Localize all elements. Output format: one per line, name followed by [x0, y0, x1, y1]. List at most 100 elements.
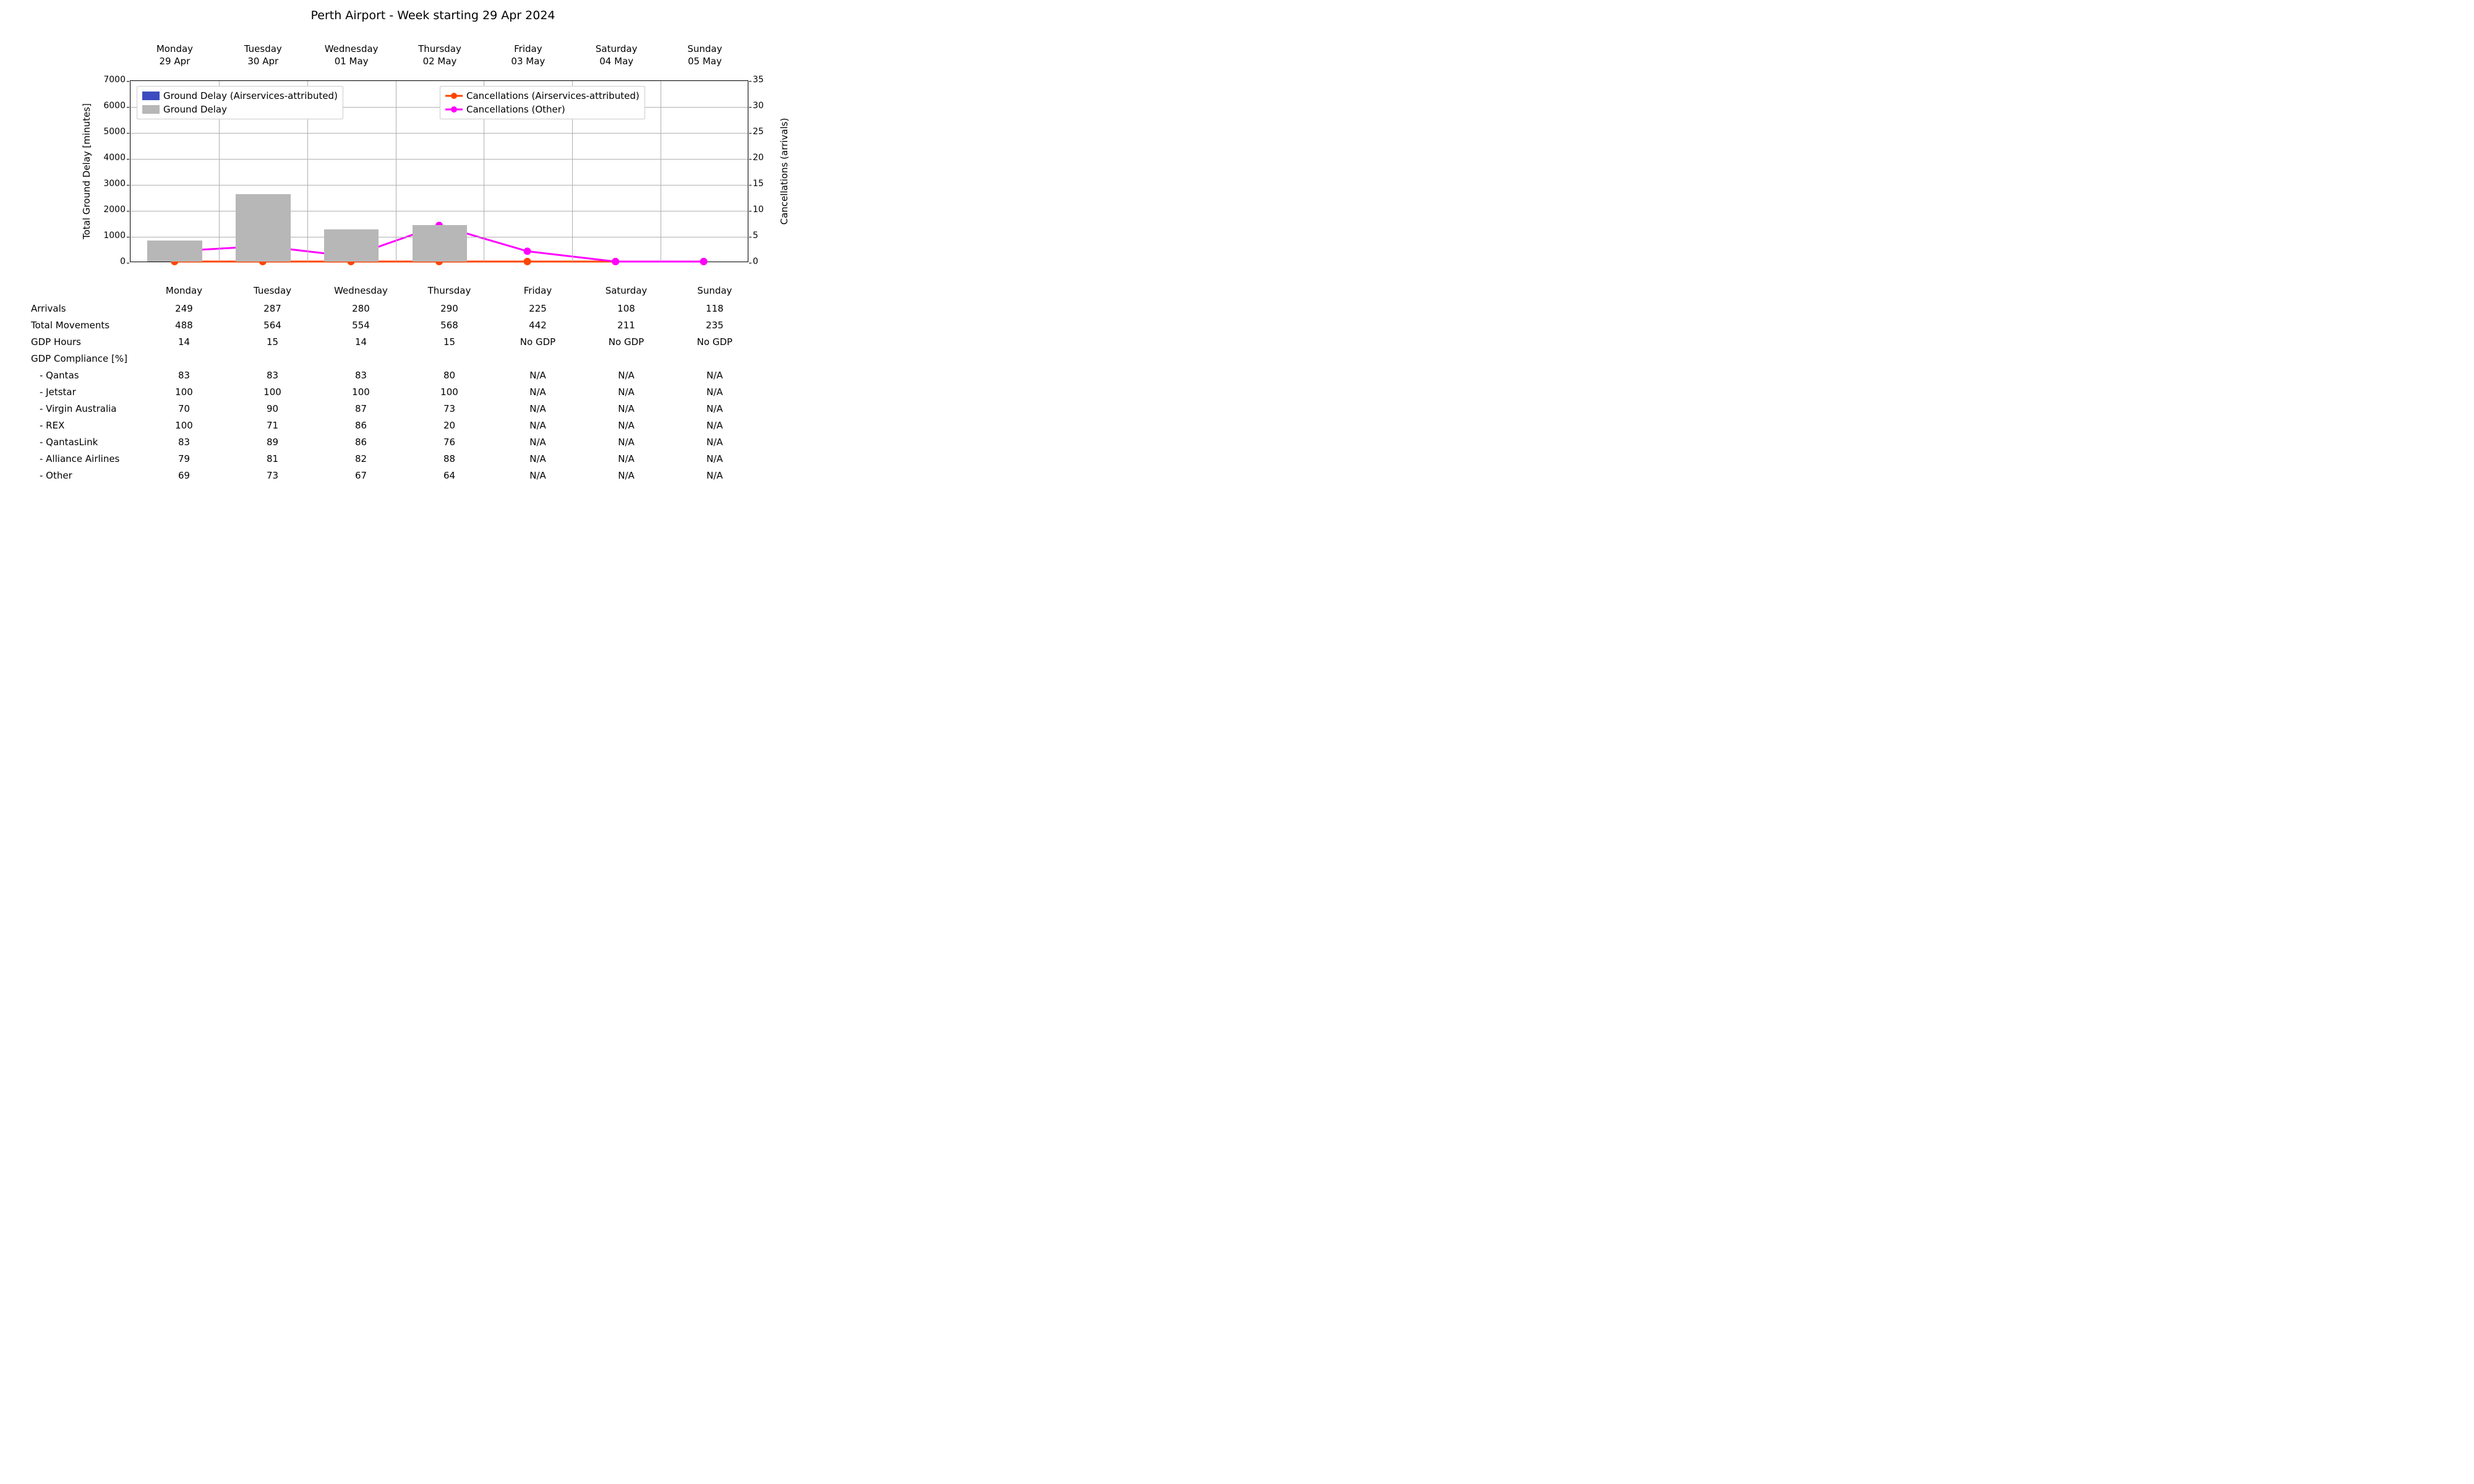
table-cell: N/A — [670, 437, 759, 448]
table-cell: 73 — [228, 470, 317, 481]
table-cell: 568 — [405, 320, 494, 331]
table-cell: 235 — [670, 320, 759, 331]
table-cell: N/A — [670, 403, 759, 414]
x-header: Sunday05 May — [665, 43, 745, 68]
table-cell: 83 — [228, 370, 317, 381]
tick-left — [127, 159, 129, 160]
ytick-right-label: 15 — [753, 179, 777, 189]
table-cell: N/A — [582, 403, 670, 414]
table-cell: 86 — [317, 420, 405, 431]
table-cell: N/A — [494, 420, 582, 431]
bar-grey — [413, 225, 468, 262]
chart-title: Perth Airport - Week starting 29 Apr 202… — [0, 9, 866, 22]
ytick-left-label: 1000 — [88, 231, 126, 241]
legend-label: Cancellations (Airservices-attributed) — [466, 90, 640, 101]
table-cell: N/A — [670, 453, 759, 464]
table-cell: 86 — [317, 437, 405, 448]
table-column-header: Monday — [140, 285, 228, 296]
table-row-label: - Virgin Australia — [31, 403, 140, 414]
tick-right — [749, 185, 751, 186]
table-cell: N/A — [582, 420, 670, 431]
table-cell: 100 — [405, 386, 494, 398]
legend-label: Ground Delay — [163, 104, 227, 115]
table-row-label: - Alliance Airlines — [31, 453, 140, 464]
table-cell: 64 — [405, 470, 494, 481]
ytick-right-label: 30 — [753, 101, 777, 111]
ytick-left-label: 7000 — [88, 75, 126, 85]
table-cell: N/A — [670, 370, 759, 381]
y-axis-right-label: Cancellations (arrivals) — [779, 118, 790, 225]
x-header: Monday29 Apr — [134, 43, 215, 68]
ytick-left-label: 0 — [88, 257, 126, 267]
gridline-h — [131, 133, 748, 134]
ytick-left-label: 4000 — [88, 153, 126, 163]
table-cell: 69 — [140, 470, 228, 481]
ytick-right-label: 0 — [753, 257, 777, 267]
legend-item-ground-delay-airservices: Ground Delay (Airservices-attributed) — [142, 89, 338, 103]
table-row: Arrivals249287280290225108118 — [31, 300, 773, 317]
table-row: - Qantas83838380N/AN/AN/A — [31, 367, 773, 383]
table-cell: 87 — [317, 403, 405, 414]
table-row: - Other69736764N/AN/AN/A — [31, 467, 773, 484]
table-cell: 83 — [140, 370, 228, 381]
table-cell: N/A — [670, 386, 759, 398]
legend-left: Ground Delay (Airservices-attributed)Gro… — [137, 86, 343, 119]
table-cell: N/A — [582, 370, 670, 381]
table-cell: No GDP — [670, 336, 759, 348]
table-cell: 290 — [405, 303, 494, 314]
table-row-label: GDP Compliance [%] — [31, 353, 140, 364]
bar-grey — [324, 229, 379, 262]
table-cell: 100 — [317, 386, 405, 398]
table-cell: N/A — [670, 470, 759, 481]
table-cell: No GDP — [582, 336, 670, 348]
tick-right — [749, 133, 751, 134]
table-row: - Alliance Airlines79818288N/AN/AN/A — [31, 450, 773, 467]
table-cell: 249 — [140, 303, 228, 314]
table-column-header: Friday — [494, 285, 582, 296]
table-column-header: Tuesday — [228, 285, 317, 296]
tick-left — [127, 133, 129, 134]
ytick-right-label: 35 — [753, 75, 777, 85]
table-cell: 90 — [228, 403, 317, 414]
table-column-header: Sunday — [670, 285, 759, 296]
table-cell: 287 — [228, 303, 317, 314]
table-row-label: - QantasLink — [31, 437, 140, 448]
table-cell: 73 — [405, 403, 494, 414]
ytick-right-label: 25 — [753, 127, 777, 137]
table-cell: 280 — [317, 303, 405, 314]
table-cell: 79 — [140, 453, 228, 464]
table-column-header: Wednesday — [317, 285, 405, 296]
table-cell: N/A — [582, 437, 670, 448]
table-cell: 225 — [494, 303, 582, 314]
table-row: - Jetstar100100100100N/AN/AN/A — [31, 383, 773, 400]
ytick-right-label: 20 — [753, 153, 777, 163]
table-cell: 88 — [405, 453, 494, 464]
table-row: - Virgin Australia70908773N/AN/AN/A — [31, 400, 773, 417]
y-axis-left-label: Total Ground Delay [minutes] — [81, 103, 92, 239]
table-cell: 554 — [317, 320, 405, 331]
table-cell: N/A — [582, 470, 670, 481]
table-cell: 14 — [140, 336, 228, 348]
table-cell: 89 — [228, 437, 317, 448]
tick-right — [749, 159, 751, 160]
table-cell: 100 — [140, 420, 228, 431]
table-row-label: Total Movements — [31, 320, 140, 331]
data-table: MondayTuesdayWednesdayThursdayFridaySatu… — [31, 281, 773, 484]
tick-left — [127, 81, 129, 82]
ytick-left-label: 6000 — [88, 101, 126, 111]
tick-left — [127, 185, 129, 186]
table-row-label: - REX — [31, 420, 140, 431]
table-cell: N/A — [582, 386, 670, 398]
table-row: GDP Compliance [%] — [31, 350, 773, 367]
ytick-right-label: 5 — [753, 231, 777, 241]
legend-label: Cancellations (Other) — [466, 104, 565, 115]
table-cell: N/A — [670, 420, 759, 431]
tick-right — [749, 81, 751, 82]
table-cell: N/A — [494, 403, 582, 414]
x-header: Thursday02 May — [400, 43, 480, 68]
table-cell: 70 — [140, 403, 228, 414]
table-cell: N/A — [494, 437, 582, 448]
table-cell: N/A — [494, 370, 582, 381]
table-row-label: - Jetstar — [31, 386, 140, 398]
table-cell: 80 — [405, 370, 494, 381]
